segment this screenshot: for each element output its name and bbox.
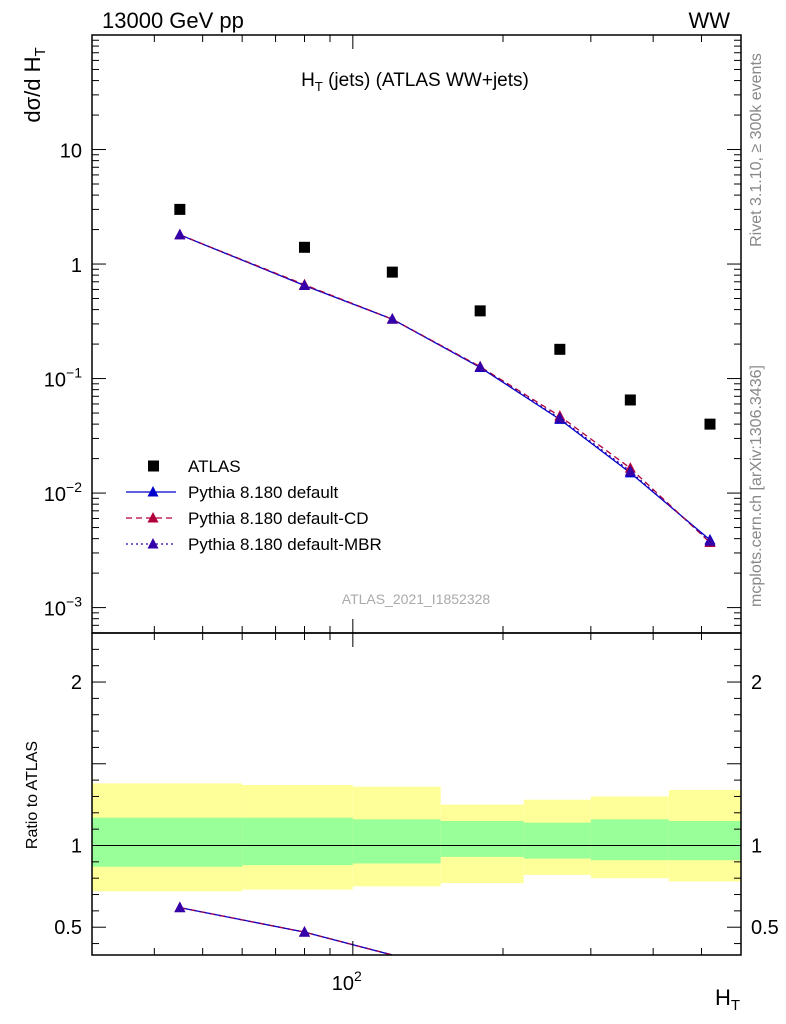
analysis-watermark: ATLAS_2021_I1852328 — [342, 591, 491, 607]
x-tick-label: 102 — [332, 968, 362, 995]
ratio-series-point-2 — [174, 901, 186, 913]
mc-series-point-3 — [386, 313, 398, 324]
mc-series-point-3 — [174, 228, 186, 240]
x-axis-label: HT — [715, 985, 740, 1014]
main-y-tick-label: 10−3 — [44, 594, 82, 621]
legend: ATLAS Pythia 8.180 default Pythia 8.180 de… — [126, 457, 382, 554]
atlas-data-point — [386, 266, 398, 278]
ratio-series-point-2 — [298, 926, 310, 937]
legend-label: ATLAS — [188, 457, 241, 476]
ratio-series-line-2 — [179, 906, 393, 955]
mc-series-point-3 — [704, 535, 716, 546]
energy-label: 13000 GeV pp — [102, 8, 244, 33]
main-y-tick-label: 10−1 — [44, 365, 82, 392]
atlas-data-point — [474, 305, 486, 317]
ratio-y-tick-label-right: 1 — [751, 835, 762, 857]
process-label: WW — [688, 8, 730, 33]
legend-marker — [147, 486, 159, 497]
ratio-panel-frame — [91, 632, 742, 956]
ratio-series-line-1 — [179, 906, 393, 955]
legend-label: Pythia 8.180 default-CD — [188, 509, 369, 528]
atlas-data-point — [298, 241, 310, 253]
ratio-band-inner — [523, 822, 591, 859]
ratio-y-tick-label: 1 — [71, 835, 82, 857]
ratio-band-inner — [668, 820, 741, 861]
mc-series-point-3 — [298, 279, 310, 290]
legend-marker — [147, 512, 159, 523]
ratio-panel: 2 2 1 1 0.5 0.5 102 Ratio to ATLAS HT — [24, 632, 779, 1014]
main-y-tick-label: 10−2 — [44, 479, 82, 506]
legend-marker — [147, 538, 159, 549]
main-panel: 10 1 10−1 10−2 10−3 dσ/d HT HT (jets) (ATLAS… — [20, 34, 742, 634]
ratio-y-tick-label-right: 0.5 — [751, 917, 779, 939]
ratio-y-tick-label: 2 — [71, 672, 82, 694]
mc-series-point-3 — [624, 465, 636, 476]
ratio-y-tick-label: 0.5 — [54, 917, 82, 939]
atlas-data-point — [174, 203, 186, 215]
ratio-band-inner — [242, 817, 353, 866]
ratio-band-inner — [92, 817, 243, 867]
ratio-band-inner — [440, 820, 524, 857]
rivet-version-label: Rivet 3.1.10, ≥ 300k events — [748, 53, 765, 247]
main-title: HT (jets) (ATLAS WW+jets) — [301, 70, 529, 94]
main-y-axis-label: dσ/d HT — [20, 47, 49, 122]
atlas-data-point — [704, 418, 716, 430]
ratio-band-inner — [352, 819, 441, 864]
mc-series-point-3 — [554, 412, 566, 423]
legend-marker — [148, 460, 159, 472]
main-y-tick-label: 1 — [71, 255, 82, 277]
ratio-y-tick-label-right: 2 — [751, 672, 762, 694]
ratio-band-inner — [590, 819, 669, 861]
ratio-series-line-0 — [179, 906, 393, 955]
mc-series-point-3 — [474, 361, 486, 372]
mcplots-reference-label: mcplots.cern.ch [arXiv:1306.3436] — [748, 365, 765, 607]
legend-label: Pythia 8.180 default — [188, 483, 339, 502]
ratio-y-axis-label: Ratio to ATLAS — [24, 741, 41, 849]
main-y-tick-label: 10 — [60, 141, 82, 163]
legend-label: Pythia 8.180 default-MBR — [188, 535, 382, 554]
atlas-data-point — [554, 343, 566, 355]
atlas-data-point — [624, 394, 636, 406]
